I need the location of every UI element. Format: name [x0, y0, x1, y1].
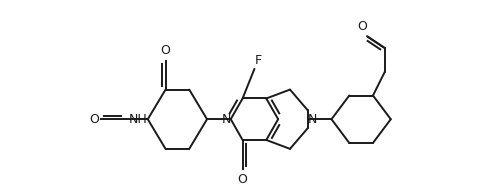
Text: N: N: [308, 113, 317, 126]
Text: NH: NH: [129, 113, 148, 126]
Text: O: O: [357, 20, 367, 33]
Text: N: N: [222, 113, 230, 126]
Text: O: O: [89, 113, 99, 126]
Text: F: F: [254, 54, 262, 67]
Text: O: O: [238, 172, 248, 186]
Text: O: O: [160, 44, 170, 57]
